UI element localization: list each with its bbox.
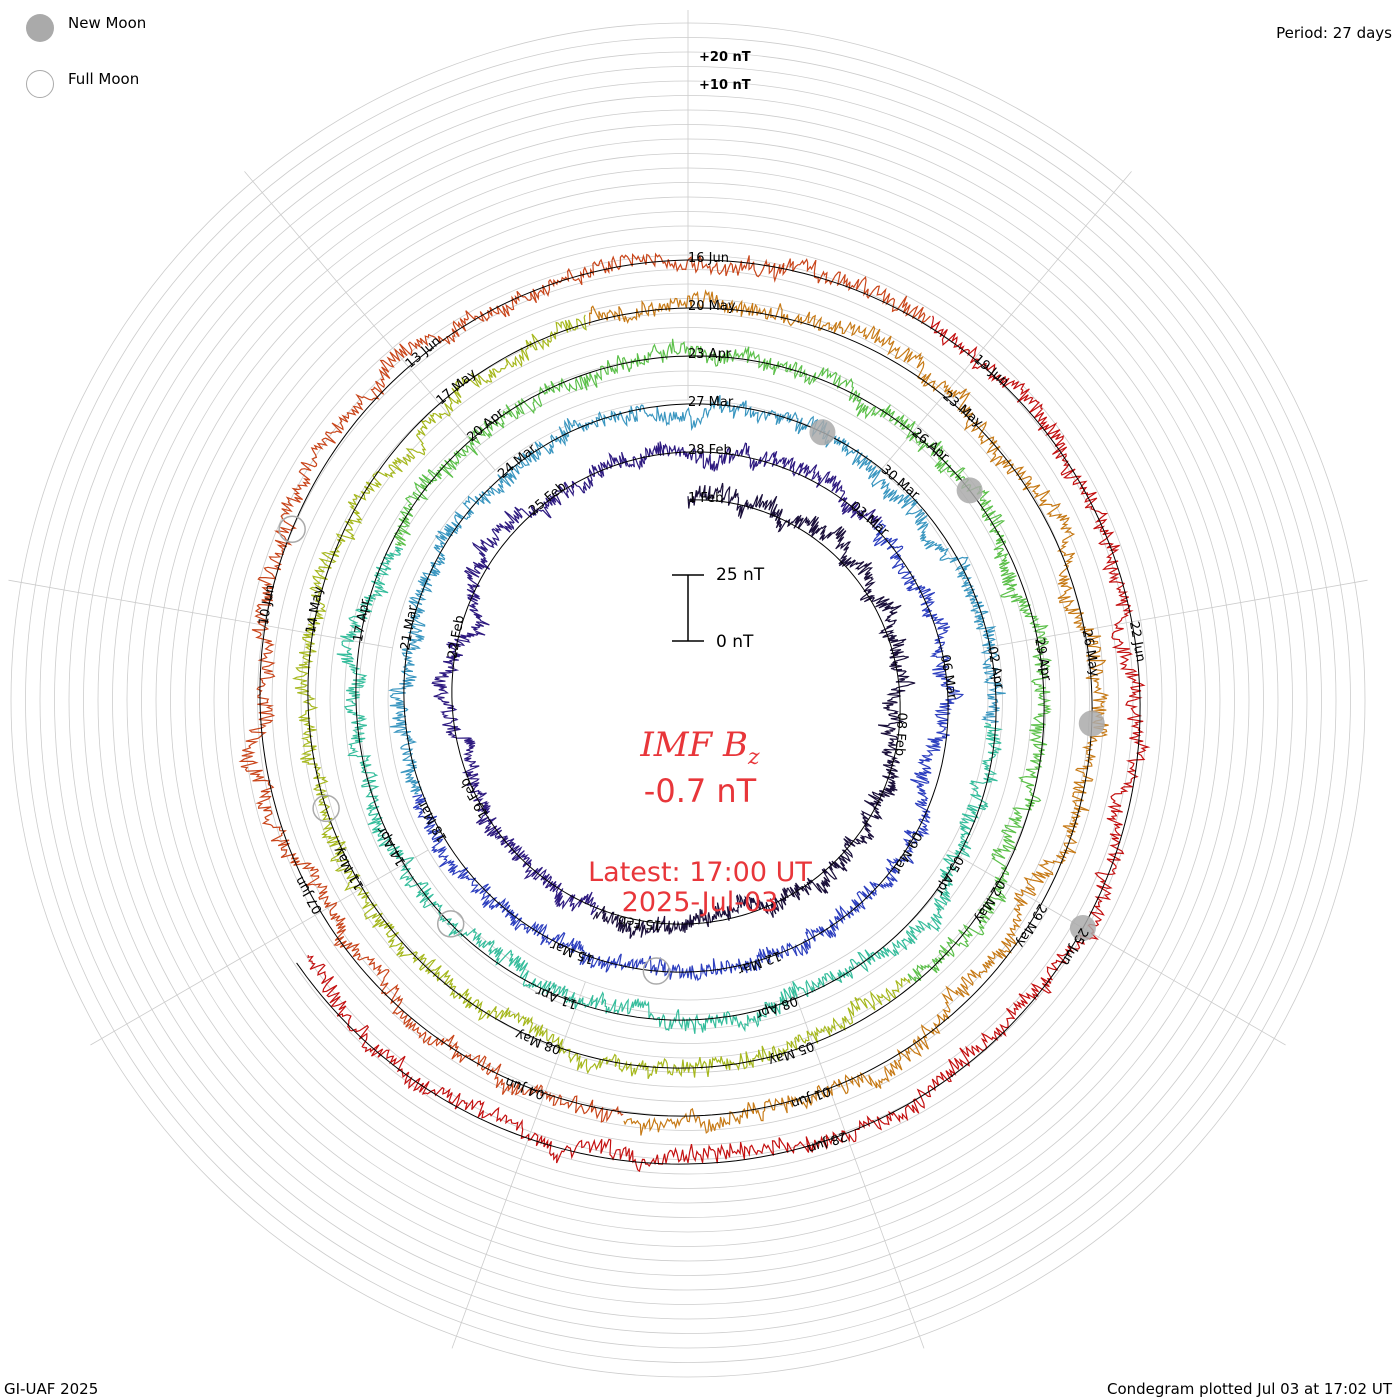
grid-spoke: [8, 579, 393, 649]
scale-bottom-label: 0 nT: [716, 632, 754, 652]
outer-scale-label-20: +20 nT: [699, 50, 751, 65]
bz-trace-segment: [412, 519, 965, 982]
date-label: 23 Apr: [688, 347, 732, 362]
credit-label: GI-UAF 2025: [4, 1380, 99, 1398]
full-moon-marker: [436, 910, 465, 938]
date-label: 06 Mar: [937, 653, 960, 701]
date-label: 02 Apr: [984, 645, 1006, 691]
date-label: 12 Mar: [735, 947, 783, 977]
date-label: 11 Apr: [533, 983, 579, 1012]
full-moon-marker: [642, 957, 671, 985]
full-moon-icon: [26, 70, 54, 98]
bz-trace-segment: [238, 252, 931, 1123]
date-label: 08 Feb: [892, 712, 909, 756]
bz-trace-segment: [393, 338, 1053, 983]
grid-spoke: [244, 171, 496, 471]
date-label: 27 Mar: [688, 395, 734, 410]
title-main: IMF B: [640, 725, 749, 765]
chart-title: IMF Bz: [0, 725, 1400, 770]
title-subscript: z: [748, 744, 760, 770]
legend-new-moon: New Moon: [26, 14, 146, 42]
date-label: 17 Apr: [351, 597, 373, 643]
grid-ring: [300, 312, 1076, 1088]
bz-trace-segment: [431, 441, 882, 916]
new-moon-icon: [26, 14, 54, 42]
zero-line: [259, 259, 1141, 1165]
bz-trace-segment: [292, 314, 911, 1080]
grid-spoke: [947, 849, 1286, 1046]
plotted-label: Condegram plotted Jul 03 at 17:02 UT: [1106, 1380, 1392, 1398]
date-label: 17 May: [434, 366, 480, 408]
new-moon-marker: [1078, 710, 1105, 737]
grid-ring: [344, 356, 1032, 1044]
full-moon-marker: [278, 515, 306, 543]
date-label: 04 Jun: [503, 1074, 547, 1102]
full-moon-label: Full Moon: [68, 70, 140, 88]
grid-spoke: [983, 579, 1368, 649]
bz-trace-segment: [307, 315, 1151, 1173]
bz-trace-segment: [592, 482, 916, 939]
grid-spokes: [8, 10, 1368, 1349]
bz-trace-segment: [336, 546, 1003, 1034]
date-label: 08 May: [513, 1026, 563, 1056]
bz-trace-segment: [588, 289, 1110, 1136]
date-label: 24 Mar: [495, 441, 540, 482]
date-label: 19 Jun: [970, 352, 1011, 390]
date-label: 15 Feb: [617, 912, 662, 932]
date-label: 16 Jun: [688, 251, 729, 266]
grid-spoke: [790, 981, 925, 1349]
date-label: 28 Feb: [688, 443, 732, 458]
date-label: 22 Jun: [1126, 620, 1148, 663]
date-label: 26 Apr: [909, 425, 952, 465]
scale-top-label: 25 nT: [716, 565, 765, 585]
new-moon-marker: [809, 419, 836, 446]
bz-series: [238, 252, 1151, 1173]
date-label: 28 Jun: [805, 1128, 849, 1156]
latest-line1: Latest: 17:00 UT: [588, 857, 812, 888]
zero-spiral: [259, 259, 1141, 1165]
date-label: 20 May: [688, 299, 736, 314]
grid-spoke: [880, 171, 1132, 471]
date-label: 22 Feb: [445, 614, 467, 660]
grid-spoke: [90, 849, 429, 1046]
period-label: Period: 27 days: [1276, 24, 1392, 42]
date-label: 10 Jun: [256, 584, 278, 627]
outer-scale-labels: +20 nT +10 nT: [699, 50, 751, 93]
latest-time: Latest: 17:00 UT 2025-Jul-03: [0, 858, 1400, 918]
date-label: 1 Feb: [688, 491, 723, 506]
bz-trace-segment: [388, 394, 1006, 795]
new-moon-marker: [1069, 915, 1096, 941]
latest-value: -0.7 nT: [643, 772, 757, 810]
new-moon-marker: [956, 477, 983, 504]
grid-spoke: [451, 981, 586, 1349]
new-moon-label: New Moon: [68, 14, 147, 32]
outer-scale-label-10: +10 nT: [699, 78, 751, 93]
moon-markers: [278, 419, 1105, 985]
date-label: 03 Mar: [847, 499, 892, 540]
legend-full-moon: Full Moon: [26, 70, 139, 98]
full-moon-marker: [312, 794, 340, 823]
latest-line2: 2025-Jul-03: [621, 887, 779, 918]
scale-bar: 25 nT 0 nT: [672, 565, 765, 652]
date-label: 29 Apr: [1031, 637, 1053, 683]
